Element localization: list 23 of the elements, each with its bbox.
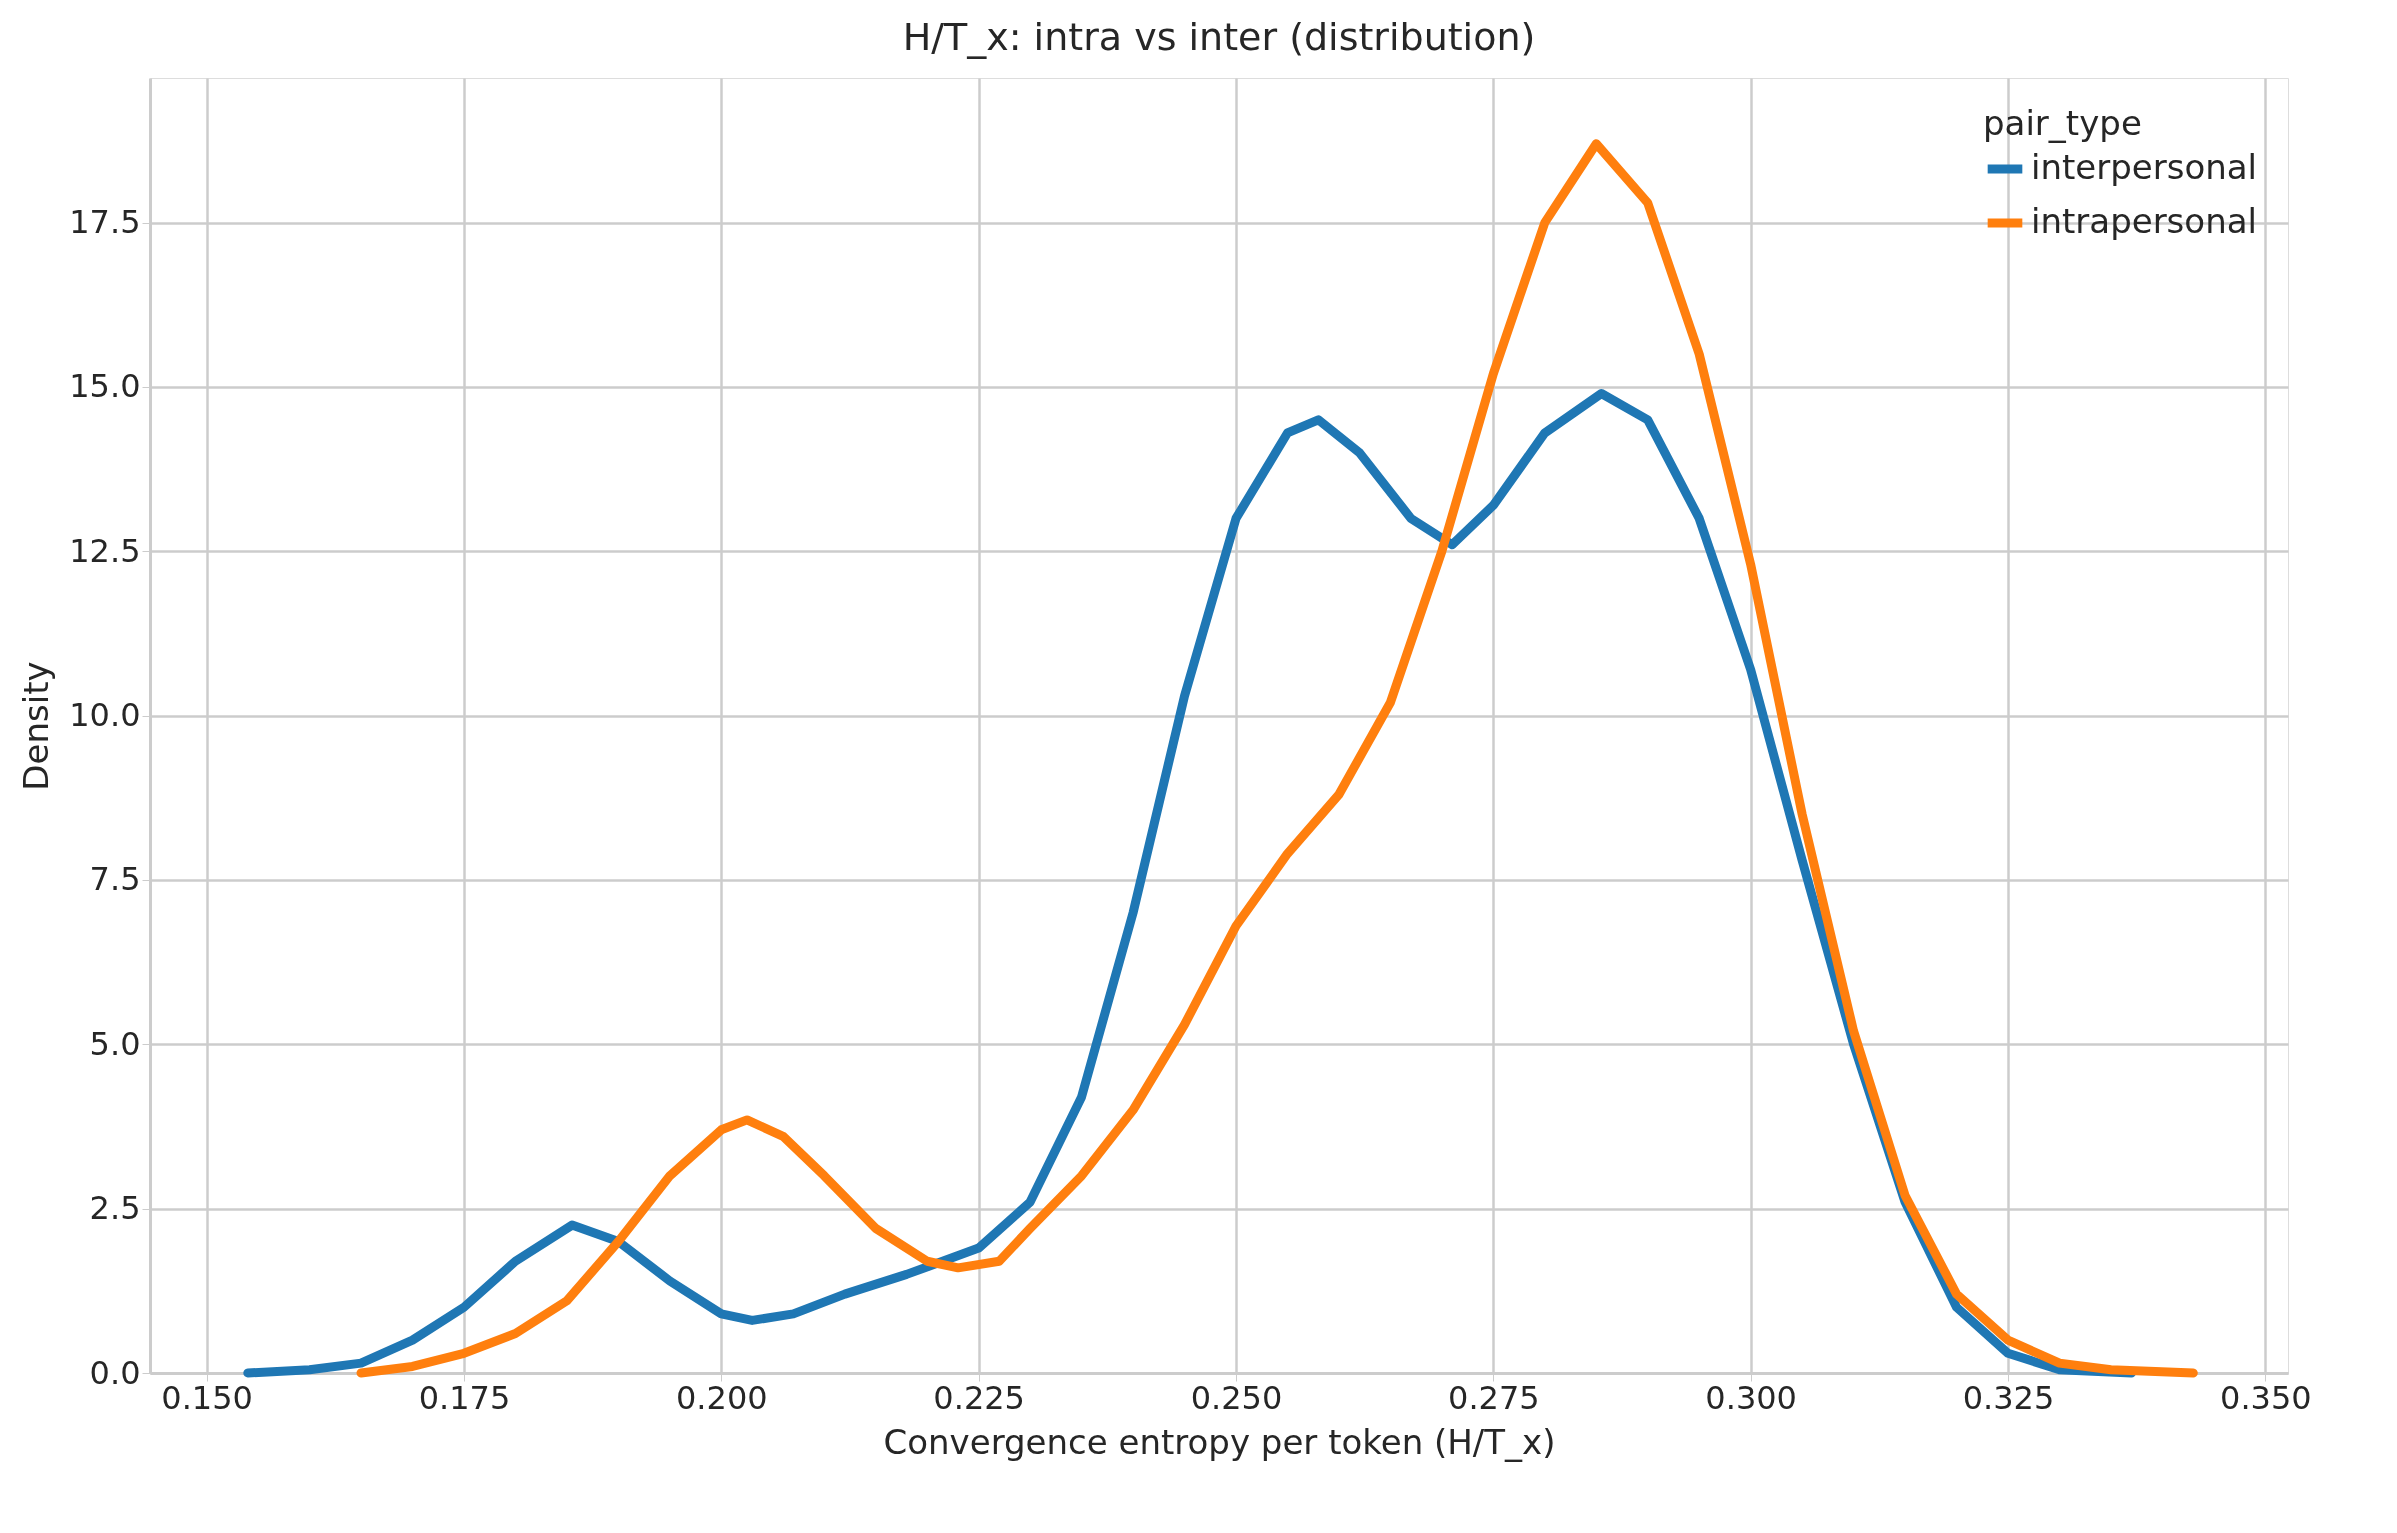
x-tick-label: 0.350	[2220, 1378, 2312, 1417]
y-axis-title: Density	[16, 661, 57, 791]
x-tick-label: 0.150	[161, 1378, 253, 1417]
y-tick-label: 12.5	[69, 531, 141, 570]
legend-title: pair_type	[1983, 103, 2142, 143]
y-tick-label: 7.5	[89, 860, 141, 899]
y-tick-label: 5.0	[89, 1024, 141, 1063]
x-axis-title: Convergence entropy per token (H/T_x)	[883, 1421, 1556, 1462]
x-tick-label: 0.250	[1190, 1378, 1283, 1417]
chart-title: H/T_x: intra vs inter (distribution)	[902, 15, 1536, 59]
y-tick-label: 10.0	[69, 696, 141, 735]
x-tick-label: 0.225	[933, 1378, 1025, 1417]
y-tick-label: 0.0	[89, 1353, 141, 1392]
legend-label: intrapersonal	[2031, 201, 2257, 241]
x-tick-label: 0.175	[418, 1378, 511, 1417]
y-tick-label: 15.0	[69, 367, 141, 406]
y-tick-label: 2.5	[89, 1189, 141, 1228]
legend-label: interpersonal	[2031, 147, 2258, 187]
x-tick-label: 0.325	[1962, 1378, 2055, 1417]
x-tick-label: 0.275	[1448, 1378, 1540, 1417]
x-tick-label: 0.200	[676, 1378, 768, 1417]
x-tick-label: 0.300	[1705, 1378, 1797, 1417]
y-tick-label: 17.5	[69, 203, 141, 242]
